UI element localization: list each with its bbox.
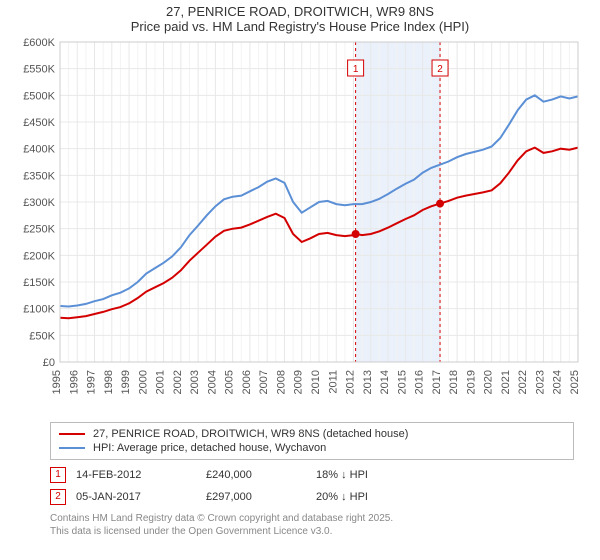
legend-label: 27, PENRICE ROAD, DROITWICH, WR9 8NS (de… (93, 428, 408, 440)
svg-text:2009: 2009 (293, 370, 305, 394)
svg-text:2024: 2024 (552, 370, 564, 394)
svg-text:£450K: £450K (23, 117, 55, 129)
legend-label: HPI: Average price, detached house, Wych… (93, 442, 326, 454)
svg-text:2023: 2023 (534, 370, 546, 394)
legend-swatch (59, 433, 85, 435)
chart-title: 27, PENRICE ROAD, DROITWICH, WR9 8NS (0, 4, 600, 19)
event-marker-box: 1 (50, 467, 66, 483)
chart-header: 27, PENRICE ROAD, DROITWICH, WR9 8NS Pri… (0, 0, 600, 36)
svg-text:2008: 2008 (275, 370, 287, 394)
svg-text:2013: 2013 (362, 370, 374, 394)
legend-row: HPI: Average price, detached house, Wych… (59, 441, 565, 455)
chart-svg: £0 £50K £100K £150K £200K £250K £300K £350K £400… (10, 36, 590, 416)
svg-text:2017: 2017 (431, 370, 443, 394)
svg-text:2004: 2004 (206, 370, 218, 394)
svg-text:£300K: £300K (23, 197, 55, 209)
svg-text:£150K: £150K (23, 277, 55, 289)
svg-text:2019: 2019 (465, 370, 477, 394)
svg-text:£400K: £400K (23, 144, 55, 156)
svg-text:2022: 2022 (517, 370, 529, 394)
event-row: 1 14-FEB-2012£240,00018% ↓ HPI (50, 464, 574, 486)
svg-text:£200K: £200K (23, 250, 55, 262)
svg-text:£0: £0 (43, 357, 55, 369)
svg-text:2007: 2007 (258, 370, 270, 394)
svg-text:2021: 2021 (500, 370, 512, 394)
svg-text:£100K: £100K (23, 304, 55, 316)
svg-text:2020: 2020 (483, 370, 495, 394)
svg-text:2014: 2014 (379, 370, 391, 394)
svg-text:2015: 2015 (396, 370, 408, 394)
event-date: 05-JAN-2017 (76, 491, 206, 503)
footnote: Contains HM Land Registry data © Crown c… (50, 512, 574, 538)
svg-text:2018: 2018 (448, 370, 460, 394)
svg-text:£600K: £600K (23, 37, 55, 49)
legend-row: 27, PENRICE ROAD, DROITWICH, WR9 8NS (de… (59, 427, 565, 441)
event-date: 14-FEB-2012 (76, 469, 206, 481)
svg-text:2011: 2011 (327, 370, 339, 394)
svg-text:£550K: £550K (23, 64, 55, 76)
chart-area: £0 £50K £100K £150K £200K £250K £300K £350K £400… (10, 36, 590, 416)
svg-text:2000: 2000 (137, 370, 149, 394)
svg-text:2010: 2010 (310, 370, 322, 394)
events-table: 1 14-FEB-2012£240,00018% ↓ HPI 2 05-JAN-201… (50, 464, 574, 508)
footnote-line1: Contains HM Land Registry data © Crown c… (50, 512, 574, 525)
svg-text:2: 2 (437, 64, 443, 75)
svg-text:1997: 1997 (86, 370, 98, 394)
footnote-line2: This data is licensed under the Open Gov… (50, 525, 574, 538)
svg-text:2002: 2002 (172, 370, 184, 394)
svg-text:£50K: £50K (29, 330, 55, 342)
legend-swatch (59, 447, 85, 449)
svg-text:2016: 2016 (414, 370, 426, 394)
svg-text:1996: 1996 (68, 370, 80, 394)
svg-text:£350K: £350K (23, 170, 55, 182)
svg-text:£250K: £250K (23, 224, 55, 236)
event-price: £240,000 (206, 469, 316, 481)
legend: 27, PENRICE ROAD, DROITWICH, WR9 8NS (de… (50, 422, 574, 460)
chart-subtitle: Price paid vs. HM Land Registry's House … (0, 19, 600, 34)
event-row: 2 05-JAN-2017£297,00020% ↓ HPI (50, 486, 574, 508)
svg-text:1995: 1995 (51, 370, 63, 394)
svg-text:2001: 2001 (155, 370, 167, 394)
event-diff: 18% ↓ HPI (316, 469, 426, 481)
svg-text:1999: 1999 (120, 370, 132, 394)
svg-text:£500K: £500K (23, 90, 55, 102)
svg-text:2003: 2003 (189, 370, 201, 394)
svg-text:1: 1 (353, 64, 359, 75)
event-diff: 20% ↓ HPI (316, 491, 426, 503)
svg-text:1998: 1998 (103, 370, 115, 394)
svg-text:2025: 2025 (569, 370, 581, 394)
event-price: £297,000 (206, 491, 316, 503)
svg-text:2005: 2005 (224, 370, 236, 394)
svg-text:2006: 2006 (241, 370, 253, 394)
event-marker-box: 2 (50, 489, 66, 505)
svg-text:2012: 2012 (345, 370, 357, 394)
